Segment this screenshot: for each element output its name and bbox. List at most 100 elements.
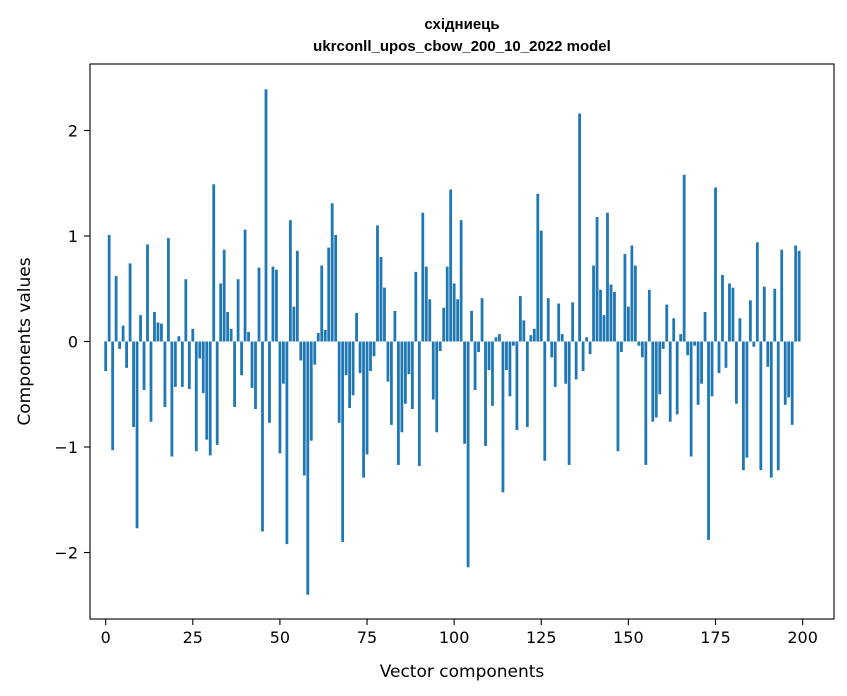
bar: [773, 288, 777, 342]
bar: [679, 334, 683, 342]
bar: [407, 341, 411, 375]
bar: [275, 269, 278, 342]
bar: [592, 265, 595, 342]
bar: [762, 286, 766, 342]
bar: [658, 341, 662, 395]
bar: [135, 341, 139, 529]
bar: [351, 341, 355, 396]
bar: [428, 299, 432, 342]
bar: [543, 341, 547, 461]
bar: [240, 341, 243, 376]
bar: [334, 234, 338, 342]
x-tick-label: 75: [357, 628, 377, 647]
plot-frame: [89, 63, 835, 620]
bar: [149, 341, 153, 422]
bar: [184, 279, 188, 342]
bar: [146, 244, 149, 342]
bar: [505, 341, 508, 370]
bar: [229, 328, 233, 342]
bar: [640, 341, 644, 358]
bar: [212, 184, 216, 342]
bar: [780, 249, 784, 342]
bar: [128, 263, 132, 342]
bar: [703, 311, 707, 342]
bar: [564, 341, 568, 384]
bar: [198, 341, 202, 359]
bar: [167, 238, 170, 342]
bar: [787, 341, 791, 398]
bar: [508, 341, 512, 397]
bar: [400, 341, 404, 433]
x-tick-label: 0: [101, 628, 111, 647]
bar: [567, 341, 571, 465]
bar: [393, 310, 397, 342]
bar: [344, 341, 348, 376]
bar: [205, 341, 209, 440]
bar: [250, 341, 254, 388]
bar: [358, 341, 362, 374]
x-tick-label: 175: [700, 628, 731, 647]
bar: [616, 341, 620, 452]
bar: [278, 341, 282, 454]
bar: [292, 306, 296, 342]
bar: [306, 341, 310, 595]
bar: [295, 250, 299, 342]
bar: [620, 341, 623, 353]
y-axis-ticks: −2 −1 0 1 2: [54, 121, 90, 563]
bar: [330, 203, 334, 342]
bar: [139, 315, 142, 342]
bar: [215, 341, 219, 445]
bar: [710, 341, 714, 397]
bar: [672, 318, 676, 342]
bar: [362, 341, 365, 478]
bar: [686, 341, 690, 356]
y-tick-label: −2: [54, 544, 78, 563]
bar: [599, 289, 602, 342]
bar: [452, 283, 456, 342]
bar: [651, 341, 655, 422]
bar: [163, 341, 167, 407]
bar: [397, 341, 400, 465]
bar: [449, 189, 453, 342]
bar: [665, 304, 669, 342]
bar: [379, 257, 383, 342]
bar: [403, 341, 407, 404]
bar: [142, 341, 146, 391]
bar: [529, 335, 533, 342]
bar: [525, 341, 529, 427]
bar: [191, 328, 195, 342]
bar: [177, 336, 181, 342]
bar: [693, 341, 696, 346]
bar: [518, 296, 522, 342]
bar: [243, 229, 247, 342]
y-tick-label: −1: [54, 438, 78, 457]
bar: [536, 193, 540, 342]
bar: [118, 341, 122, 349]
bar: [728, 283, 731, 342]
bar: [748, 300, 752, 342]
bar: [797, 250, 801, 342]
bar: [233, 341, 237, 407]
bar: [313, 341, 317, 365]
bar: [264, 89, 268, 342]
bar: [738, 318, 742, 342]
bar: [111, 341, 115, 451]
bar: [609, 284, 613, 342]
chart-title-line2: ukrconll_upos_cbow_200_10_2022 model: [313, 38, 611, 55]
bar: [337, 341, 341, 423]
bar: [602, 315, 606, 342]
bar: [372, 341, 376, 357]
bar: [487, 341, 491, 370]
bar: [470, 310, 473, 342]
bar: [627, 306, 630, 342]
bar: [257, 267, 261, 342]
bar: [341, 341, 345, 542]
bar: [466, 341, 470, 568]
bar: [463, 341, 467, 444]
bar: [689, 341, 693, 457]
bar: [187, 341, 191, 389]
bar: [365, 341, 369, 455]
bar: [539, 230, 543, 342]
bar: [745, 341, 749, 458]
